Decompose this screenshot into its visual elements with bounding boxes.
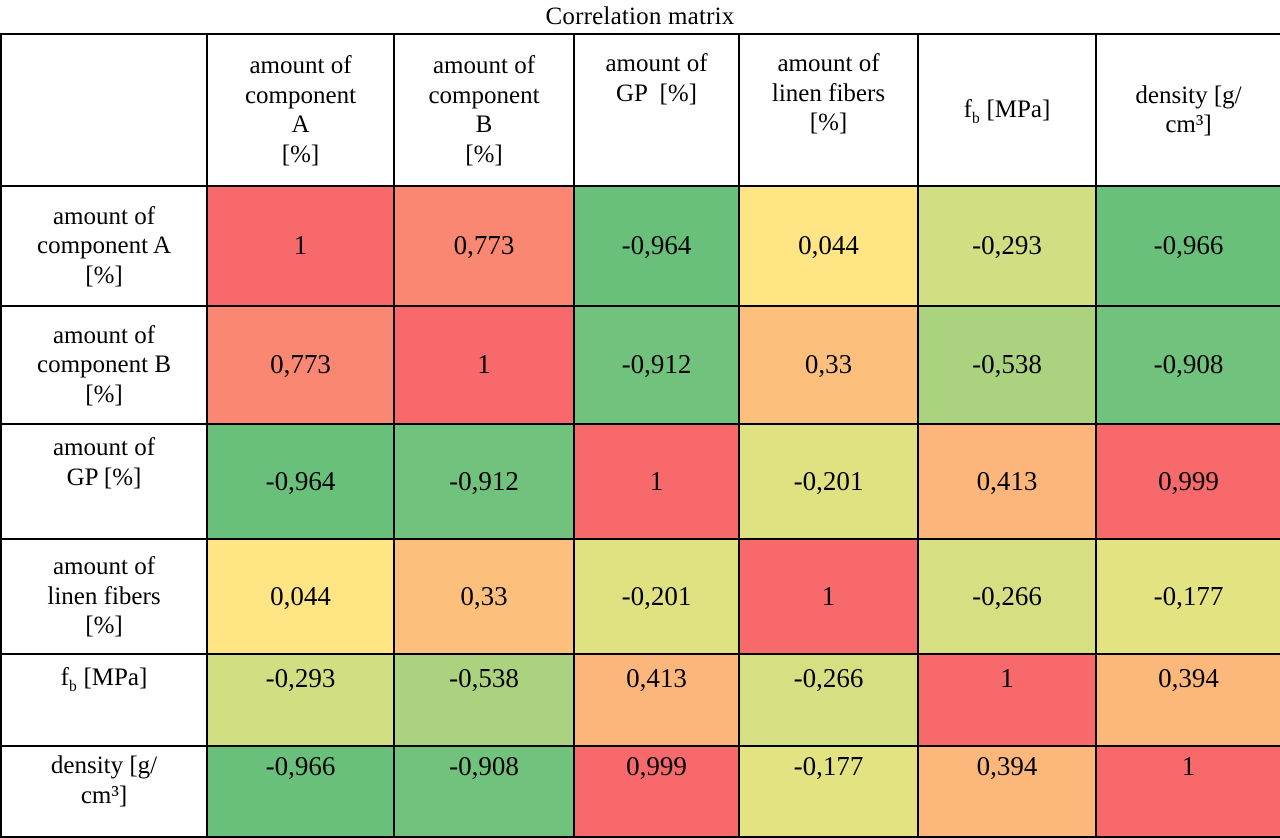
correlation-matrix-table: amount of component A [%] amount of comp… (0, 33, 1280, 838)
correlation-cell: -0,538 (393, 653, 575, 747)
correlation-cell: -0,912 (393, 423, 575, 540)
correlation-cell: -0,177 (1095, 538, 1280, 655)
correlation-cell: -0,266 (917, 538, 1097, 655)
row-header-fb: fb [MPa] (0, 653, 208, 747)
correlation-cell: -0,908 (1095, 305, 1280, 425)
correlation-cell: -0,964 (573, 185, 740, 307)
row-header-component-a: amount of component A [%] (0, 185, 208, 307)
correlation-cell: 1 (917, 653, 1097, 747)
fb-symbol: f (963, 96, 972, 124)
table-row: density [g/ cm³] -0,966 -0,908 0,999 -0,… (0, 745, 1280, 838)
correlation-cell: 0,044 (738, 185, 919, 307)
fb-unit: [MPa] (83, 664, 148, 691)
col-header-component-b: amount of component B [%] (393, 33, 575, 187)
col-header-component-a: amount of component A [%] (206, 33, 395, 187)
table-row: amount of component B [%] 0,773 1 -0,912… (0, 305, 1280, 425)
corner-cell (0, 33, 208, 187)
table-row: amount of GP [%] -0,964 -0,912 1 -0,201 … (0, 423, 1280, 540)
correlation-cell: -0,201 (573, 538, 740, 655)
correlation-cell: 0,999 (1095, 423, 1280, 540)
correlation-cell: 0,33 (393, 538, 575, 655)
col-header-linen-fibers: amount of linen fibers [%] (738, 33, 919, 187)
correlation-cell: -0,266 (738, 653, 919, 747)
column-header-row: amount of component A [%] amount of comp… (0, 33, 1280, 187)
col-header-density: density [g/ cm³] (1095, 33, 1280, 187)
correlation-cell: -0,908 (393, 745, 575, 838)
correlation-cell: -0,293 (917, 185, 1097, 307)
correlation-cell: 0,773 (206, 305, 395, 425)
correlation-cell: 0,773 (393, 185, 575, 307)
correlation-cell: -0,201 (738, 423, 919, 540)
col-header-fb: fb [MPa] (917, 33, 1097, 187)
table-row: amount of component A [%] 1 0,773 -0,964… (0, 185, 1280, 307)
correlation-cell: -0,538 (917, 305, 1097, 425)
table-row: amount of linen fibers [%] 0,044 0,33 -0… (0, 538, 1280, 655)
row-header-component-b: amount of component B [%] (0, 305, 208, 425)
correlation-cell: 1 (1095, 745, 1280, 838)
correlation-cell: 0,044 (206, 538, 395, 655)
page-title: Correlation matrix (545, 2, 735, 30)
fb-symbol: f (60, 664, 69, 691)
table-row: fb [MPa] -0,293 -0,538 0,413 -0,266 1 0,3… (0, 653, 1280, 747)
correlation-cell: 0,413 (573, 653, 740, 747)
correlation-cell: -0,966 (206, 745, 395, 838)
correlation-cell: -0,912 (573, 305, 740, 425)
correlation-cell: 1 (573, 423, 740, 540)
correlation-cell: 0,33 (738, 305, 919, 425)
row-header-density: density [g/ cm³] (0, 745, 208, 838)
fb-subscript: b (68, 678, 77, 695)
correlation-cell: -0,966 (1095, 185, 1280, 307)
correlation-cell: 1 (738, 538, 919, 655)
correlation-cell: -0,293 (206, 653, 395, 747)
correlation-cell: 0,413 (917, 423, 1097, 540)
correlation-cell: -0,177 (738, 745, 919, 838)
correlation-cell: 1 (206, 185, 395, 307)
correlation-cell: 0,394 (917, 745, 1097, 838)
fb-subscript: b (971, 110, 980, 128)
fb-unit: [MPa] (986, 96, 1051, 124)
correlation-cell: 1 (393, 305, 575, 425)
correlation-cell: 0,999 (573, 745, 740, 838)
row-header-gp: amount of GP [%] (0, 423, 208, 540)
col-header-gp: amount of GP [%] (573, 33, 740, 187)
row-header-linen-fibers: amount of linen fibers [%] (0, 538, 208, 655)
correlation-cell: 0,394 (1095, 653, 1280, 747)
correlation-cell: -0,964 (206, 423, 395, 540)
